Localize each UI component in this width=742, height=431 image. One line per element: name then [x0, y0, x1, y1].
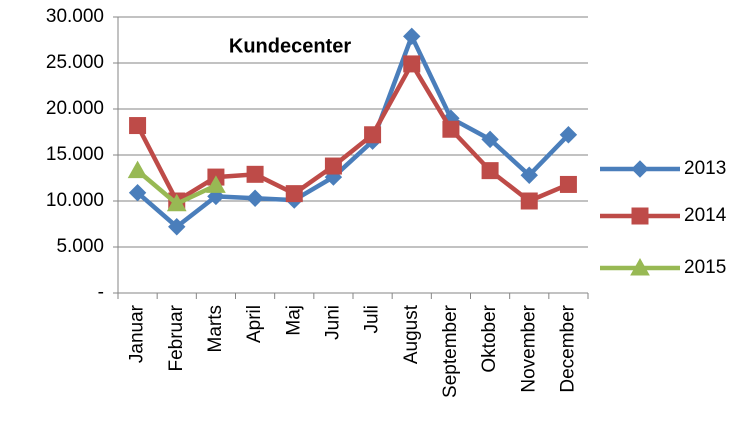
y-tick-label: 15.000 — [46, 144, 104, 165]
data-point — [129, 117, 147, 135]
x-tick-label: Januar — [127, 304, 148, 363]
y-tick-label: 30.000 — [46, 6, 104, 27]
y-tick-label: 25.000 — [46, 52, 104, 73]
x-tick-label: December — [557, 304, 578, 392]
data-point — [520, 192, 538, 210]
data-point — [246, 165, 264, 183]
legend-label: 2014 — [684, 205, 727, 226]
x-tick-label: August — [401, 304, 422, 364]
y-tick-label: 10.000 — [46, 190, 104, 211]
x-tick-label: September — [440, 304, 461, 398]
data-point — [403, 55, 421, 73]
y-tick-label: - — [98, 282, 104, 303]
data-point — [559, 175, 577, 193]
y-tick-label: 5.000 — [56, 236, 104, 257]
series-line — [136, 34, 571, 230]
data-point — [128, 184, 147, 202]
legend-label: 2013 — [684, 158, 726, 179]
legend-label: 2015 — [684, 257, 726, 278]
data-point — [127, 160, 148, 179]
data-point — [520, 166, 538, 184]
x-tick-label: Februar — [166, 304, 187, 371]
x-tick-label: Oktober — [479, 304, 500, 372]
legend-marker — [631, 207, 649, 225]
chart-title: Kundecenter — [229, 35, 351, 57]
x-tick-label: November — [518, 304, 539, 392]
legend-marker — [631, 160, 649, 178]
x-tick-label: Juni — [322, 305, 343, 340]
legend-marker — [630, 257, 650, 276]
series-line — [135, 61, 570, 204]
data-point — [168, 218, 186, 236]
data-point — [206, 175, 226, 193]
y-tick-label: 20.000 — [46, 98, 104, 119]
data-point — [481, 162, 499, 180]
data-point — [442, 120, 460, 138]
data-point — [324, 157, 342, 175]
data-point — [364, 126, 382, 144]
x-tick-label: Maj — [283, 305, 304, 336]
data-point — [481, 130, 499, 149]
data-point — [403, 27, 421, 46]
data-point — [166, 193, 187, 212]
data-point — [559, 126, 578, 144]
x-tick-label: Juli — [362, 305, 383, 334]
x-tick-label: Marts — [205, 305, 226, 353]
data-point — [285, 185, 303, 203]
x-tick-label: April — [244, 305, 265, 343]
data-point — [246, 189, 264, 207]
